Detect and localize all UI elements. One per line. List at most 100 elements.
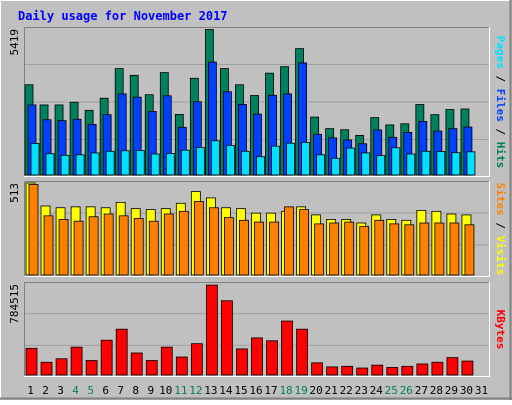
bar-sites	[133, 218, 144, 276]
x-tick-label: 27	[415, 384, 428, 397]
bar-sites	[254, 221, 264, 276]
bar-pages	[30, 143, 40, 176]
x-tick-label: 14	[219, 384, 233, 397]
panel-hits-files-pages: 5419 Pages / Files / Hits	[8, 27, 507, 177]
bar-sites	[374, 219, 385, 276]
legend-hits: Hits	[494, 142, 507, 169]
bar-kbytes	[115, 328, 128, 376]
x-tick-label: 11	[174, 384, 187, 397]
x-tick-label: 4	[72, 384, 79, 397]
bar-kbytes	[145, 360, 158, 376]
bar-sites	[449, 222, 460, 276]
legend-files: Files	[494, 89, 507, 122]
bar-kbytes	[446, 357, 459, 376]
x-tick-label: 15	[234, 384, 247, 397]
x-tick-label: 13	[204, 384, 217, 397]
bar-pages	[165, 153, 175, 176]
x-tick-label: 29	[445, 384, 458, 397]
bar-kbytes	[85, 360, 98, 376]
x-tick-label: 3	[57, 384, 64, 397]
bar-sites	[284, 206, 294, 276]
bar-sites	[58, 219, 69, 276]
x-tick-label: 5	[87, 384, 94, 397]
bar-kbytes	[296, 328, 308, 376]
bar-sites	[163, 213, 174, 276]
y-max-label: 784515	[8, 284, 21, 324]
bar-kbytes	[205, 284, 218, 376]
bar-kbytes	[401, 365, 414, 376]
bar-kbytes	[371, 364, 384, 376]
legend-sites: Sites	[494, 183, 507, 216]
x-axis-labels: 1 2 3 4 5 6 7 8 9 10 11 12 13 14 15 16 17 18 19 20 21 22 23 24 2…	[27, 384, 488, 397]
bar-pages	[331, 157, 341, 176]
bar-kbytes	[281, 320, 293, 376]
bar-pages	[391, 147, 401, 176]
x-tick-label: 24	[370, 384, 384, 397]
bar-pages	[286, 142, 295, 176]
x-tick-label: 25	[385, 384, 398, 397]
bar-sites	[43, 215, 54, 276]
bar-kbytes	[311, 362, 324, 376]
bar-kbytes	[236, 348, 248, 376]
bar-sites	[299, 209, 309, 276]
bar-sites	[419, 222, 430, 276]
bar-sites	[73, 220, 84, 276]
legend-kbytes: KBytes	[494, 310, 507, 350]
bar-pages	[150, 153, 160, 176]
x-tick-label: 21	[325, 384, 338, 397]
bar-pages	[466, 151, 476, 176]
x-tick-label: 10	[159, 384, 172, 397]
bar-kbytes	[431, 361, 444, 376]
bar-sites	[404, 224, 415, 276]
right-legend-visits-sites: Sites / Visits	[494, 183, 507, 276]
bar-pages	[45, 153, 55, 176]
x-tick-label: 7	[117, 384, 124, 397]
x-tick-label: 17	[264, 384, 277, 397]
bar-sites	[329, 222, 340, 276]
bar-pages	[226, 144, 235, 176]
bar-sites	[464, 224, 475, 276]
bar-pages	[210, 140, 220, 176]
bar-kbytes	[160, 346, 173, 376]
x-tick-label: 28	[430, 384, 443, 397]
right-legend-kbytes: KBytes	[494, 310, 507, 350]
bar-pages	[75, 154, 85, 176]
bar-kbytes	[55, 358, 68, 376]
bar-kbytes	[100, 339, 113, 376]
bar-sites	[193, 201, 204, 276]
bar-sites	[314, 223, 325, 276]
bar-sites	[434, 222, 445, 276]
bar-sites	[178, 210, 189, 276]
bar-sites	[269, 221, 279, 276]
x-tick-label: 23	[355, 384, 368, 397]
bar-kbytes	[70, 346, 83, 376]
bar-pages	[60, 154, 70, 176]
x-tick-label: 19	[294, 384, 307, 397]
bar-kbytes	[251, 337, 263, 376]
y-max-label: 5419	[8, 29, 21, 56]
panel-kbytes: 784515 KBytes	[8, 282, 507, 377]
bar-pages	[271, 145, 280, 176]
bar-pages	[436, 151, 446, 176]
legend-separator: /	[494, 216, 507, 236]
bar-sites	[239, 219, 249, 276]
bar-sites	[88, 216, 99, 276]
x-tick-label: 16	[249, 384, 262, 397]
bar-sites	[118, 215, 129, 276]
bar-kbytes	[326, 366, 339, 376]
bar-pages	[135, 150, 145, 176]
bar-pages	[105, 150, 115, 176]
bar-pages	[195, 147, 205, 176]
bar-sites	[389, 223, 400, 276]
bar-pages	[256, 156, 265, 176]
bar-pages	[316, 154, 326, 176]
panel-visits-sites: 513 Sites / Visits	[8, 181, 507, 277]
x-tick-label: 18	[279, 384, 292, 397]
legend-separator: /	[494, 69, 507, 89]
x-tick-label: 2	[42, 384, 49, 397]
x-tick-label: 30	[460, 384, 473, 397]
bar-pages	[451, 152, 461, 176]
bar-pages	[241, 150, 250, 176]
x-tick-label: 9	[147, 384, 154, 397]
legend-visits: Visits	[494, 236, 507, 276]
